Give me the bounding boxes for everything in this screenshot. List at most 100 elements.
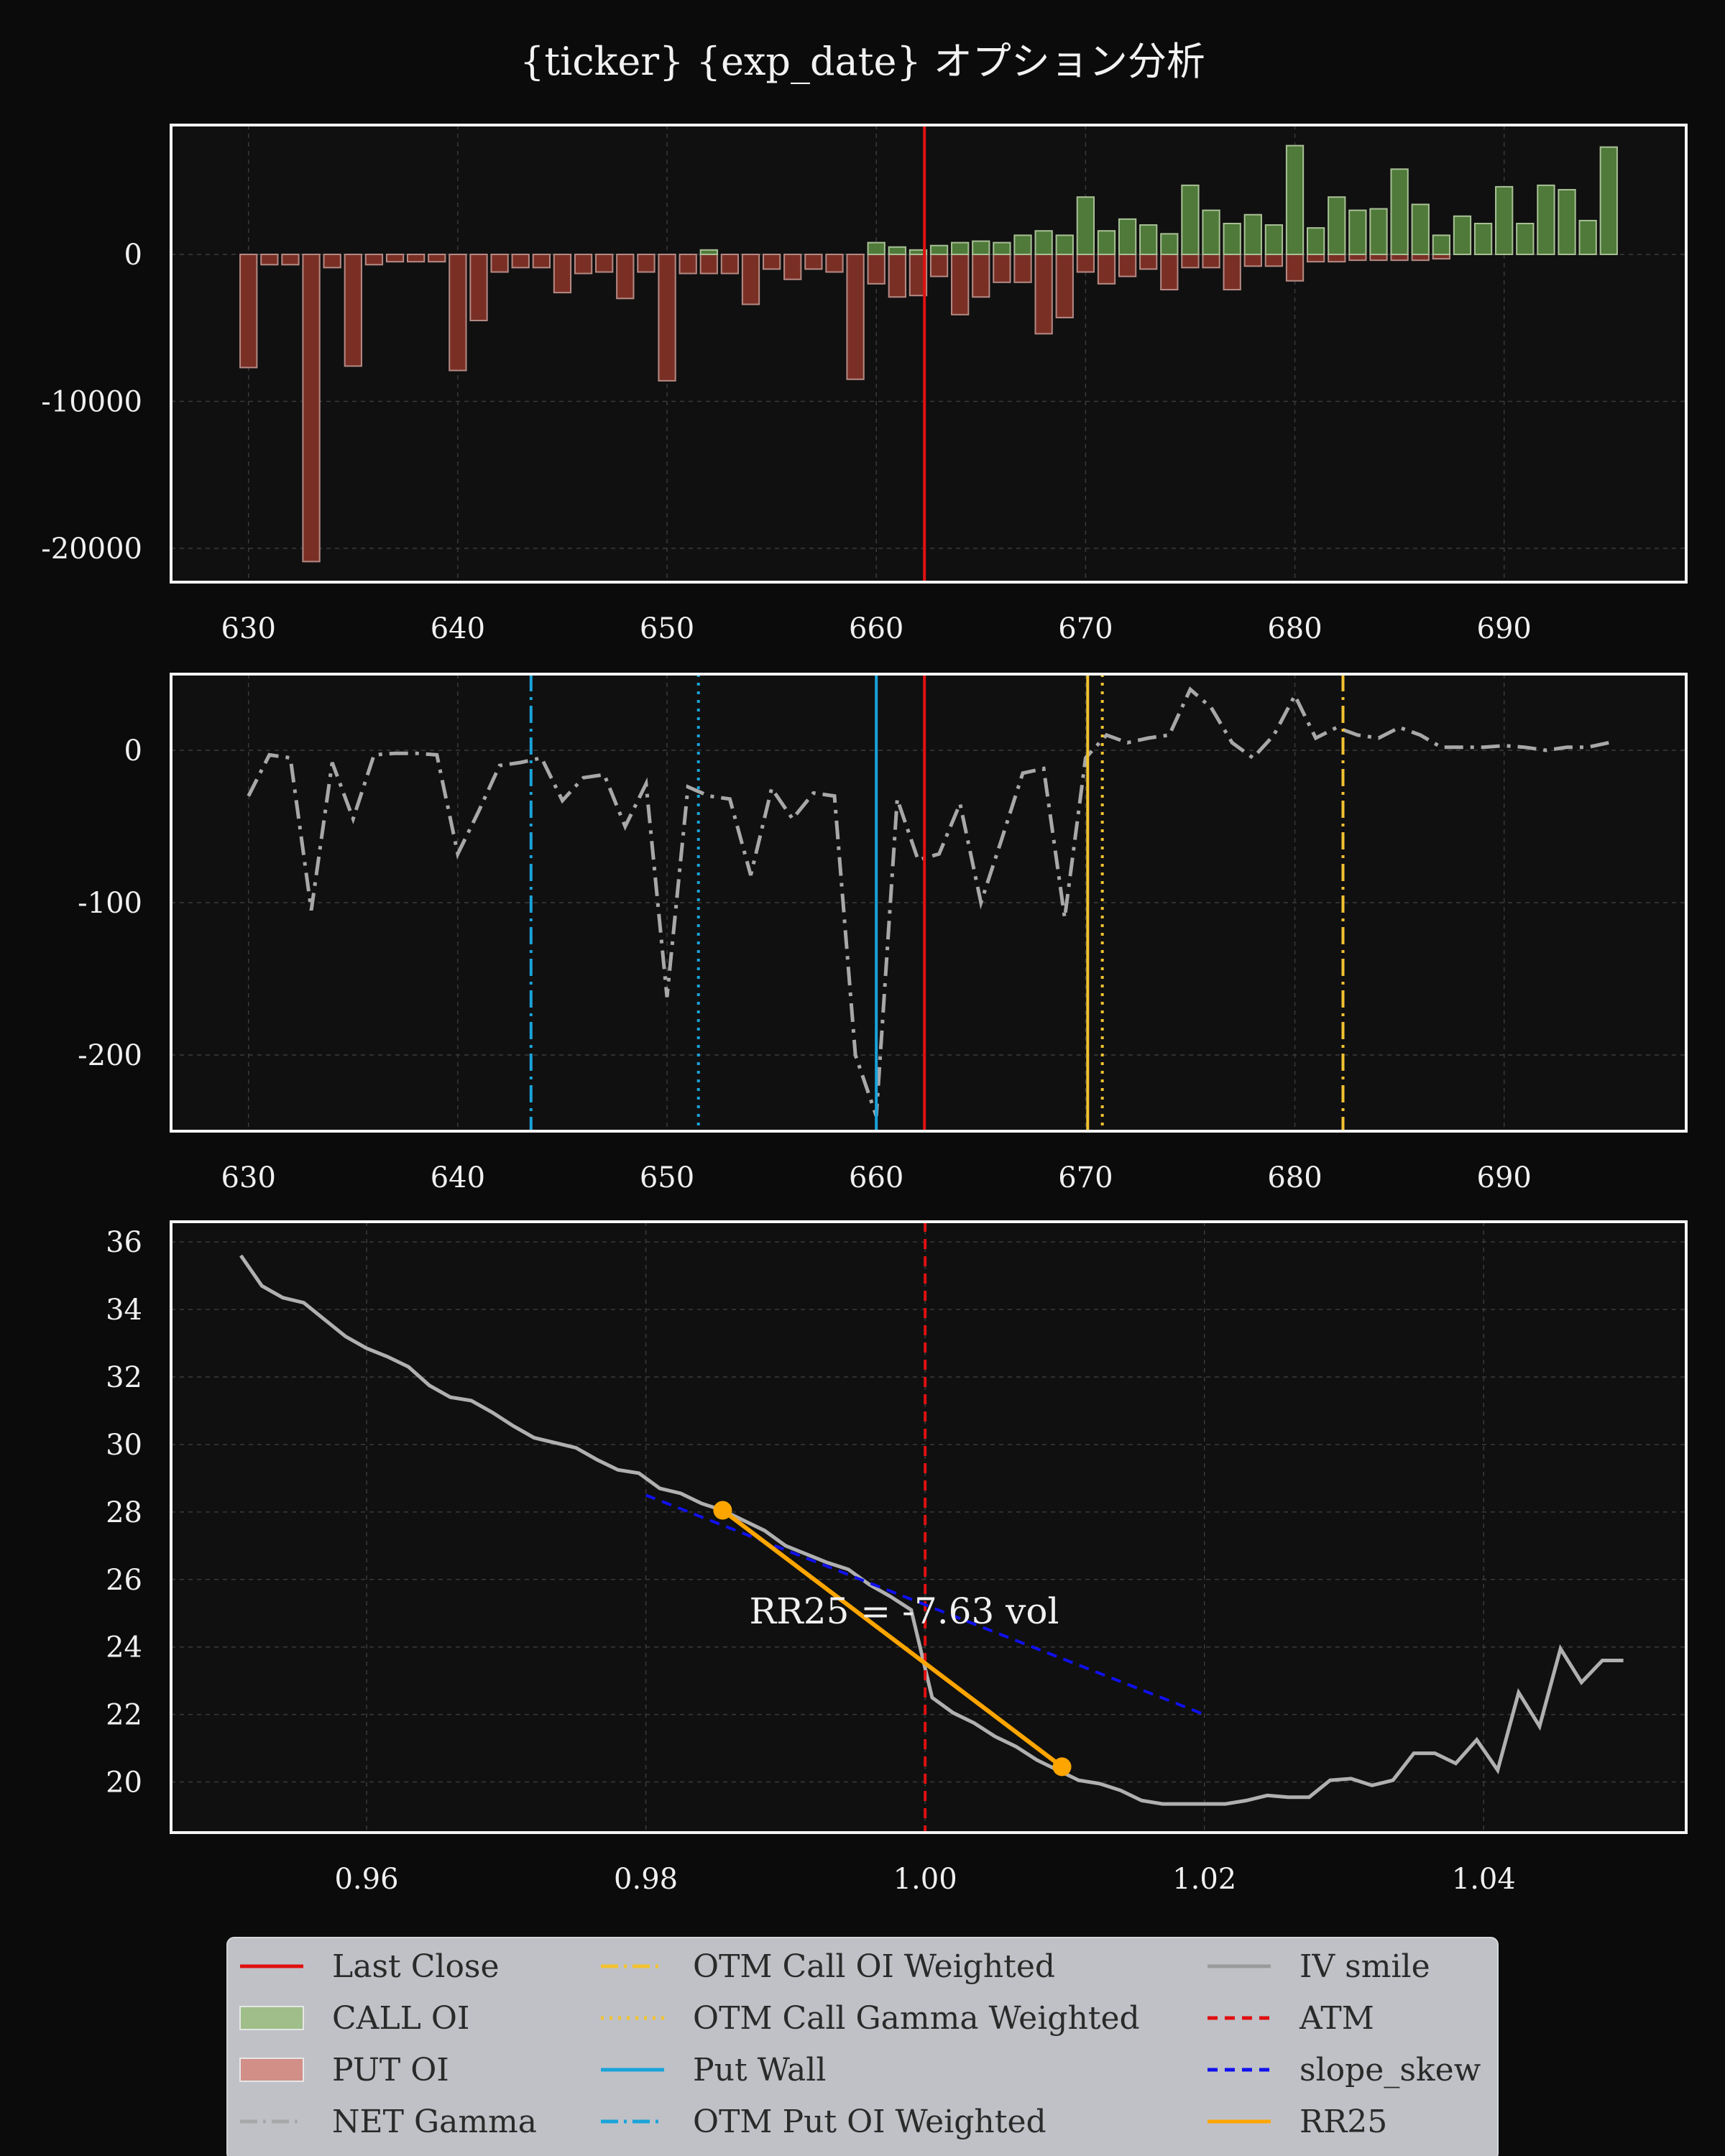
iv-y-tick-label: 34 bbox=[106, 1294, 142, 1327]
call-oi-bar bbox=[1537, 184, 1555, 255]
call-oi-bar bbox=[1202, 209, 1220, 255]
gamma-x-tick-label: 640 bbox=[431, 1161, 485, 1194]
put-oi-bar bbox=[1348, 253, 1367, 262]
oi-x-tick-label: 630 bbox=[221, 612, 276, 645]
call-oi-bar bbox=[1495, 185, 1514, 255]
call-oi-bar bbox=[1181, 184, 1200, 255]
put-oi-bar bbox=[553, 253, 572, 294]
call-oi-bar bbox=[1223, 223, 1241, 255]
put-oi-bar bbox=[720, 253, 740, 275]
gamma-y-tick-label: -200 bbox=[78, 1039, 142, 1072]
call-oi-bar bbox=[1599, 146, 1618, 255]
iv-axes-background bbox=[171, 1222, 1686, 1833]
call-oi-bar bbox=[1516, 223, 1535, 255]
call-oi-bar bbox=[1013, 234, 1032, 255]
legend-label: RR25 bbox=[1300, 2104, 1387, 2140]
iv-x-tick-label: 1.00 bbox=[893, 1863, 957, 1896]
put-oi-bar bbox=[1076, 253, 1095, 273]
gamma-x-tick-label: 690 bbox=[1477, 1161, 1532, 1194]
gamma-x-tick-label: 680 bbox=[1267, 1161, 1322, 1194]
put-oi-bar bbox=[1013, 253, 1032, 283]
iv-y-tick-label: 22 bbox=[106, 1699, 142, 1732]
oi-x-tick-label: 640 bbox=[431, 612, 485, 645]
oi-x-tick-label: 690 bbox=[1477, 612, 1532, 645]
call-oi-bar bbox=[1139, 224, 1158, 255]
legend-label: slope_skew bbox=[1300, 2052, 1481, 2088]
put-oi-bar bbox=[762, 253, 781, 270]
put-oi-bar bbox=[1243, 253, 1262, 267]
call-oi-bar bbox=[1369, 208, 1388, 255]
slope-skew-line bbox=[645, 1493, 1205, 1716]
put-oi-bar bbox=[407, 253, 426, 263]
call-oi-bar bbox=[1055, 234, 1074, 255]
legend-box bbox=[226, 1937, 1499, 2156]
put-oi-bar bbox=[448, 253, 467, 372]
rr25-point bbox=[1052, 1757, 1072, 1777]
put-oi-bar bbox=[1181, 253, 1200, 269]
call-oi-bar bbox=[699, 249, 718, 255]
put-oi-bar bbox=[867, 253, 886, 285]
iv-y-tick-label: 32 bbox=[106, 1361, 142, 1394]
gamma-x-tick-label: 660 bbox=[849, 1161, 903, 1194]
put-oi-bar bbox=[1411, 253, 1430, 262]
call-oi-bar bbox=[929, 244, 949, 255]
put-oi-bar bbox=[490, 253, 509, 273]
put-oi-bar bbox=[1369, 253, 1388, 262]
gamma-y-tick-label: 0 bbox=[124, 734, 142, 768]
put-oi-bar bbox=[888, 253, 906, 298]
iv-y-tick-label: 26 bbox=[106, 1564, 142, 1597]
legend-label: OTM Call Gamma Weighted bbox=[693, 2000, 1140, 2037]
put-oi-bar bbox=[1285, 253, 1305, 282]
call-oi-bar bbox=[1307, 227, 1325, 255]
call-oi-bar bbox=[1076, 196, 1095, 255]
put-oi-bar bbox=[595, 253, 614, 273]
put-oi-bar bbox=[678, 253, 697, 275]
put-oi-bar bbox=[741, 253, 760, 305]
iv-y-tick-label: 24 bbox=[106, 1631, 142, 1664]
gamma-x-tick-label: 630 bbox=[221, 1161, 276, 1194]
put-oi-bar bbox=[511, 253, 530, 269]
oi-x-tick-label: 660 bbox=[849, 612, 903, 645]
call-oi-bar bbox=[1160, 233, 1179, 255]
put-oi-bar bbox=[574, 253, 593, 275]
put-oi-bar bbox=[532, 253, 551, 269]
gamma-x-tick-label: 650 bbox=[640, 1161, 694, 1194]
call-oi-bar bbox=[972, 240, 990, 255]
oi-y-tick-label: 0 bbox=[124, 239, 142, 272]
call-oi-bar bbox=[951, 241, 970, 255]
put-oi-bar bbox=[239, 253, 258, 369]
call-oi-bar bbox=[888, 246, 906, 255]
put-oi-bar bbox=[281, 253, 300, 266]
legend: Last Close CALL OI PUT OI NET Gamma OTM Call… bbox=[226, 1937, 1499, 2156]
put-oi-bar bbox=[699, 253, 718, 275]
iv-x-tick-label: 0.98 bbox=[614, 1863, 678, 1896]
call-oi-bar bbox=[1097, 230, 1116, 255]
put-oi-bar bbox=[1390, 253, 1409, 262]
iv-smile-line bbox=[239, 1254, 1624, 1806]
rr25-annotation: RR25 = -7.63 vol bbox=[749, 1590, 1059, 1632]
legend-swatch bbox=[239, 2006, 304, 2030]
oi-x-tick-label: 650 bbox=[640, 612, 694, 645]
gamma-axes-frame bbox=[170, 673, 1688, 1133]
iv-y-tick-label: 36 bbox=[106, 1226, 142, 1259]
legend-label: NET Gamma bbox=[332, 2104, 537, 2140]
legend-label: PUT OI bbox=[332, 2052, 449, 2088]
call-oi-bar bbox=[867, 241, 886, 255]
iv-y-tick-label: 28 bbox=[106, 1496, 142, 1529]
call-oi-bar bbox=[1118, 218, 1137, 255]
put-oi-bar bbox=[1097, 253, 1116, 285]
put-oi-bar bbox=[846, 253, 865, 380]
put-oi-bar bbox=[929, 253, 949, 277]
put-oi-bar bbox=[1202, 253, 1220, 269]
call-oi-bar bbox=[1243, 213, 1262, 255]
call-oi-bar bbox=[1285, 144, 1305, 255]
oi-x-tick-label: 680 bbox=[1267, 612, 1322, 645]
put-oi-bar bbox=[993, 253, 1011, 283]
put-oi-bar bbox=[1160, 253, 1179, 291]
legend-label: Put Wall bbox=[693, 2052, 826, 2088]
put-oi-bar bbox=[428, 253, 446, 263]
legend-label: CALL OI bbox=[332, 2000, 469, 2037]
iv-y-tick-label: 30 bbox=[106, 1429, 142, 1462]
put-oi-bar bbox=[260, 253, 279, 266]
